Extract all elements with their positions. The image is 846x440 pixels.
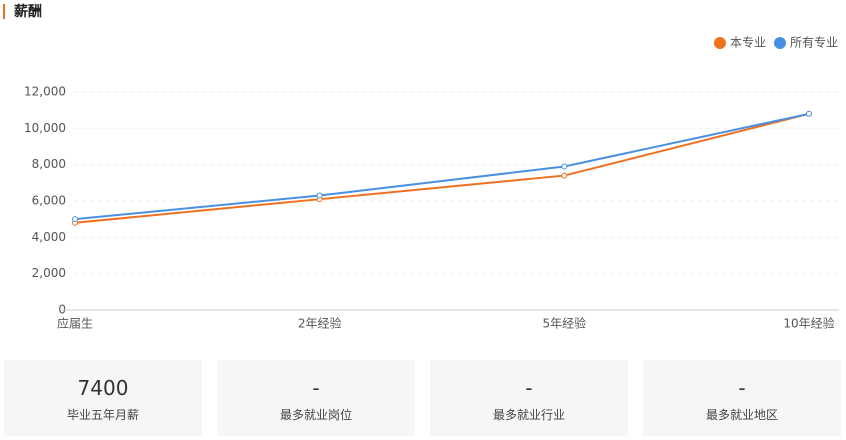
stat-card: - 最多就业地区 <box>643 360 841 436</box>
series-line <box>74 112 810 221</box>
stat-card: 7400 毕业五年月薪 <box>4 360 202 436</box>
stat-value: 7400 <box>77 376 129 400</box>
x-tick-label: 5年经验 <box>543 316 587 331</box>
legend-swatch <box>773 37 786 49</box>
legend-label: 本专业 <box>730 35 766 50</box>
x-tick-label: 10年经验 <box>783 316 834 331</box>
stat-card: - 最多就业行业 <box>430 360 628 436</box>
x-tick-label: 应届生 <box>57 316 93 331</box>
chart: 薪酬 02,0004,0006,0008,00010,00012,000应届生2… <box>3 3 839 331</box>
y-tick-label: 12,000 <box>24 85 66 99</box>
y-tick-label: 4,000 <box>32 230 66 244</box>
stat-label: 最多就业行业 <box>492 408 565 422</box>
data-point <box>72 216 78 223</box>
data-point <box>561 172 568 179</box>
x-tick-label: 2年经验 <box>298 316 342 331</box>
stat-value: - <box>312 376 320 400</box>
stat-label: 毕业五年月薪 <box>66 408 139 422</box>
data-point <box>561 163 568 170</box>
stat-value: - <box>525 376 533 400</box>
y-tick-label: 8,000 <box>32 157 66 171</box>
stat-value: - <box>738 376 746 400</box>
stat-label: 最多就业地区 <box>705 408 778 422</box>
stat-label: 最多就业岗位 <box>279 408 352 422</box>
series-line <box>74 112 810 224</box>
legend-swatch <box>713 37 726 49</box>
data-point <box>806 110 812 117</box>
y-tick-label: 6,000 <box>32 194 66 208</box>
stat-card: - 最多就业岗位 <box>217 360 415 436</box>
legend-label: 所有专业 <box>790 35 838 50</box>
data-point <box>316 192 323 199</box>
title-bar <box>3 4 5 19</box>
section-title: 薪酬 <box>14 3 42 20</box>
y-tick-label: 10,000 <box>24 121 66 135</box>
y-tick-label: 2,000 <box>32 266 66 280</box>
